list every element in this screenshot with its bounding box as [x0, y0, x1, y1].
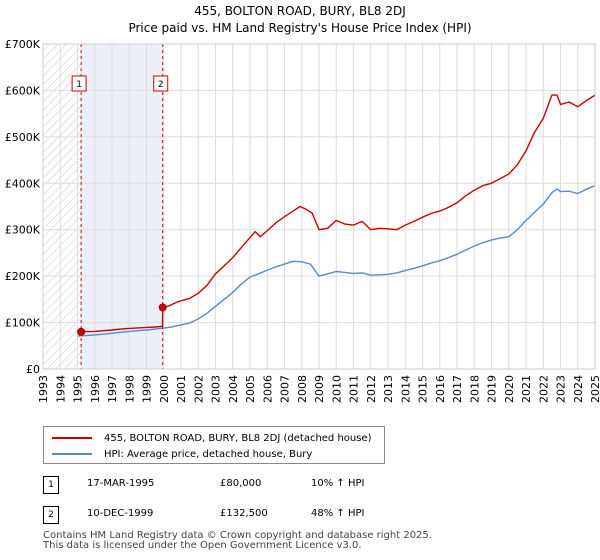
- sale-hpi-change: 10% ↑ HPI: [311, 478, 365, 489]
- chart-subtitle: Price paid vs. HM Land Registry's House …: [128, 21, 472, 35]
- ownership-shaded-region: [81, 44, 163, 369]
- x-tick-label: 1998: [123, 375, 136, 403]
- legend-label-property: 455, BOLTON ROAD, BURY, BL8 2DJ (detache…: [104, 432, 372, 444]
- footer-license: This data is licensed under the Open Gov…: [43, 540, 362, 551]
- x-tick-label: 2022: [537, 375, 550, 403]
- sale-point-marker: [77, 327, 86, 336]
- sale-annotation-box: [153, 75, 169, 92]
- x-tick-label: 2000: [158, 375, 171, 403]
- x-tick-label: 2010: [330, 375, 343, 403]
- legend: 455, BOLTON ROAD, BURY, BL8 2DJ (detache…: [43, 426, 385, 464]
- x-tick-label: 2019: [486, 375, 499, 403]
- y-tick-label: £200K: [5, 270, 41, 283]
- x-tick-label: 2017: [451, 375, 464, 403]
- x-tick-label: 1995: [72, 375, 85, 403]
- x-tick-label: 2015: [417, 375, 430, 403]
- sale-date: 10-DEC-1999: [87, 508, 154, 519]
- sale-number-badge: 1: [43, 476, 59, 494]
- pre-data-hatched-region: [43, 44, 82, 369]
- x-tick-label: 2024: [572, 375, 585, 403]
- sale-annotation-box: [71, 75, 87, 92]
- y-tick-label: £400K: [5, 177, 41, 190]
- x-tick-label: 2014: [399, 375, 412, 403]
- x-tick-label: 1994: [54, 375, 67, 403]
- legend-item-property: 455, BOLTON ROAD, BURY, BL8 2DJ (detache…: [52, 431, 372, 445]
- x-tick-label: 1997: [106, 375, 119, 403]
- x-tick-label: 1993: [37, 375, 50, 403]
- legend-swatch-property: [52, 437, 92, 439]
- x-tick-label: 2020: [503, 375, 516, 403]
- legend-label-hpi: HPI: Average price, detached house, Bury: [104, 448, 313, 460]
- sale-number-badge: 2: [43, 506, 59, 524]
- x-tick-label: 2006: [261, 375, 274, 403]
- y-tick-label: £0: [26, 363, 40, 376]
- x-tick-label: 2007: [279, 375, 292, 403]
- chart-title: 455, BOLTON ROAD, BURY, BL8 2DJ: [194, 4, 406, 18]
- y-tick-label: £100K: [5, 317, 41, 330]
- y-tick-label: £300K: [5, 224, 41, 237]
- footer: Contains HM Land Registry data © Crown c…: [43, 531, 432, 551]
- x-tick-label: 2009: [313, 375, 326, 403]
- plot-border: [42, 43, 596, 370]
- y-tick-label: £600K: [5, 84, 41, 97]
- sale-annotation-label: 2: [158, 80, 164, 90]
- y-tick-label: £700K: [5, 38, 41, 51]
- y-tick-label: £500K: [5, 131, 41, 144]
- x-tick-label: 2013: [382, 375, 395, 403]
- x-tick-label: 2002: [192, 375, 205, 403]
- x-tick-label: 2012: [365, 375, 378, 403]
- footer-copyright: Contains HM Land Registry data © Crown c…: [43, 530, 432, 541]
- x-tick-label: 2001: [175, 375, 188, 403]
- x-tick-label: 2023: [555, 375, 568, 403]
- x-tick-label: 2018: [468, 375, 481, 403]
- x-tick-label: 2005: [244, 375, 257, 403]
- hpi-line: [77, 184, 596, 337]
- x-tick-label: 2008: [296, 375, 309, 403]
- sale-annotation-label: 1: [76, 80, 82, 90]
- sale-point-marker: [158, 303, 167, 312]
- x-tick-label: 1999: [141, 375, 154, 403]
- legend-swatch-hpi: [52, 453, 92, 455]
- sale-price: £132,500: [220, 508, 268, 519]
- x-tick-label: 2004: [227, 375, 240, 403]
- axis-layer: 1993 1994 1995 1996 1997 1998 1999 2000 2001 2002…: [5, 38, 600, 403]
- sale-price: £80,000: [220, 478, 262, 489]
- sale-date: 17-MAR-1995: [87, 478, 155, 489]
- legend-item-hpi: HPI: Average price, detached house, Bury: [52, 447, 312, 461]
- x-tick-label: 2016: [434, 375, 447, 403]
- x-tick-label: 2011: [348, 375, 361, 403]
- x-tick-label: 2003: [210, 375, 223, 403]
- x-tick-label: 2025: [589, 375, 600, 403]
- sale-hpi-change: 48% ↑ HPI: [311, 508, 365, 519]
- x-tick-label: 2021: [520, 375, 533, 403]
- x-tick-label: 1996: [89, 375, 102, 403]
